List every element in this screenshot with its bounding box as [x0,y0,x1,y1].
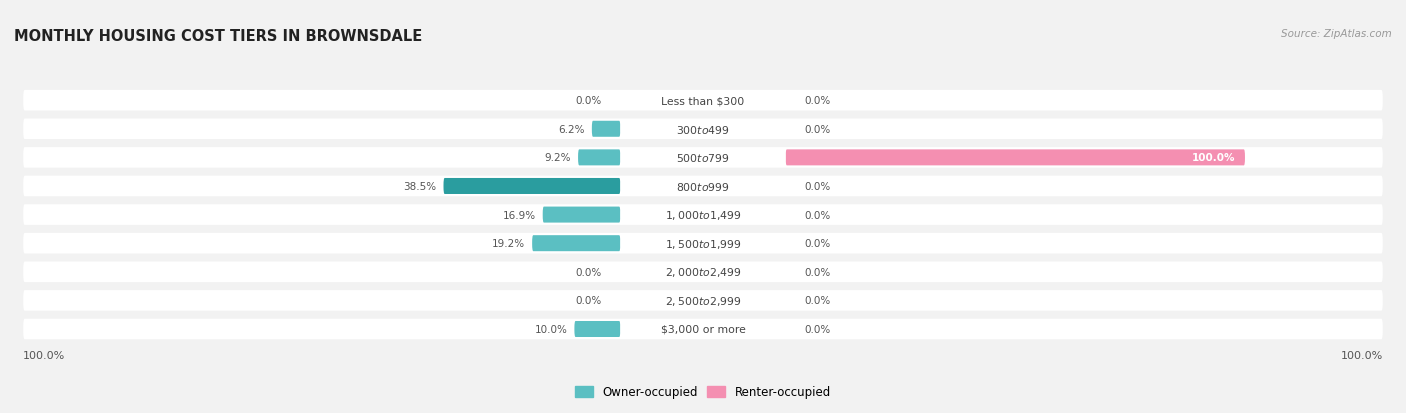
Text: 38.5%: 38.5% [404,182,437,192]
Text: 0.0%: 0.0% [804,296,831,306]
FancyBboxPatch shape [620,322,786,337]
Text: 0.0%: 0.0% [804,210,831,220]
FancyBboxPatch shape [620,208,786,223]
Text: 100.0%: 100.0% [1340,350,1382,360]
FancyBboxPatch shape [531,235,620,252]
FancyBboxPatch shape [620,236,786,251]
Text: 0.0%: 0.0% [575,267,602,277]
Text: $1,500 to $1,999: $1,500 to $1,999 [665,237,741,250]
FancyBboxPatch shape [620,151,786,166]
Text: 100.0%: 100.0% [24,350,66,360]
Text: $500 to $799: $500 to $799 [676,152,730,164]
FancyBboxPatch shape [24,205,1382,225]
FancyBboxPatch shape [24,319,1382,339]
Text: 19.2%: 19.2% [492,239,526,249]
FancyBboxPatch shape [24,290,1382,311]
Text: 0.0%: 0.0% [804,182,831,192]
Text: $3,000 or more: $3,000 or more [661,324,745,334]
Text: 100.0%: 100.0% [1192,153,1236,163]
Text: Source: ZipAtlas.com: Source: ZipAtlas.com [1281,29,1392,39]
Text: Less than $300: Less than $300 [661,96,745,106]
FancyBboxPatch shape [24,176,1382,197]
FancyBboxPatch shape [543,207,620,223]
FancyBboxPatch shape [620,179,786,194]
Text: 0.0%: 0.0% [804,239,831,249]
FancyBboxPatch shape [24,262,1382,282]
Text: 0.0%: 0.0% [575,296,602,306]
Text: 16.9%: 16.9% [503,210,536,220]
Text: 6.2%: 6.2% [558,124,585,135]
Text: 10.0%: 10.0% [534,324,568,334]
FancyBboxPatch shape [24,119,1382,140]
FancyBboxPatch shape [592,121,620,138]
FancyBboxPatch shape [24,148,1382,168]
Text: 9.2%: 9.2% [544,153,571,163]
Text: 0.0%: 0.0% [804,96,831,106]
Text: $2,500 to $2,999: $2,500 to $2,999 [665,294,741,307]
Text: MONTHLY HOUSING COST TIERS IN BROWNSDALE: MONTHLY HOUSING COST TIERS IN BROWNSDALE [14,29,422,44]
FancyBboxPatch shape [24,233,1382,254]
FancyBboxPatch shape [578,150,620,166]
FancyBboxPatch shape [620,93,786,108]
Legend: Owner-occupied, Renter-occupied: Owner-occupied, Renter-occupied [575,385,831,399]
Text: $1,000 to $1,499: $1,000 to $1,499 [665,209,741,221]
Text: 0.0%: 0.0% [804,324,831,334]
Text: 0.0%: 0.0% [575,96,602,106]
FancyBboxPatch shape [620,122,786,137]
FancyBboxPatch shape [620,293,786,308]
FancyBboxPatch shape [443,178,620,195]
Text: 0.0%: 0.0% [804,124,831,135]
FancyBboxPatch shape [24,90,1382,111]
Text: $300 to $499: $300 to $499 [676,123,730,135]
FancyBboxPatch shape [620,265,786,280]
FancyBboxPatch shape [575,321,620,337]
Text: $2,000 to $2,499: $2,000 to $2,499 [665,266,741,279]
FancyBboxPatch shape [786,150,1244,166]
Text: $800 to $999: $800 to $999 [676,180,730,192]
Text: 0.0%: 0.0% [804,267,831,277]
